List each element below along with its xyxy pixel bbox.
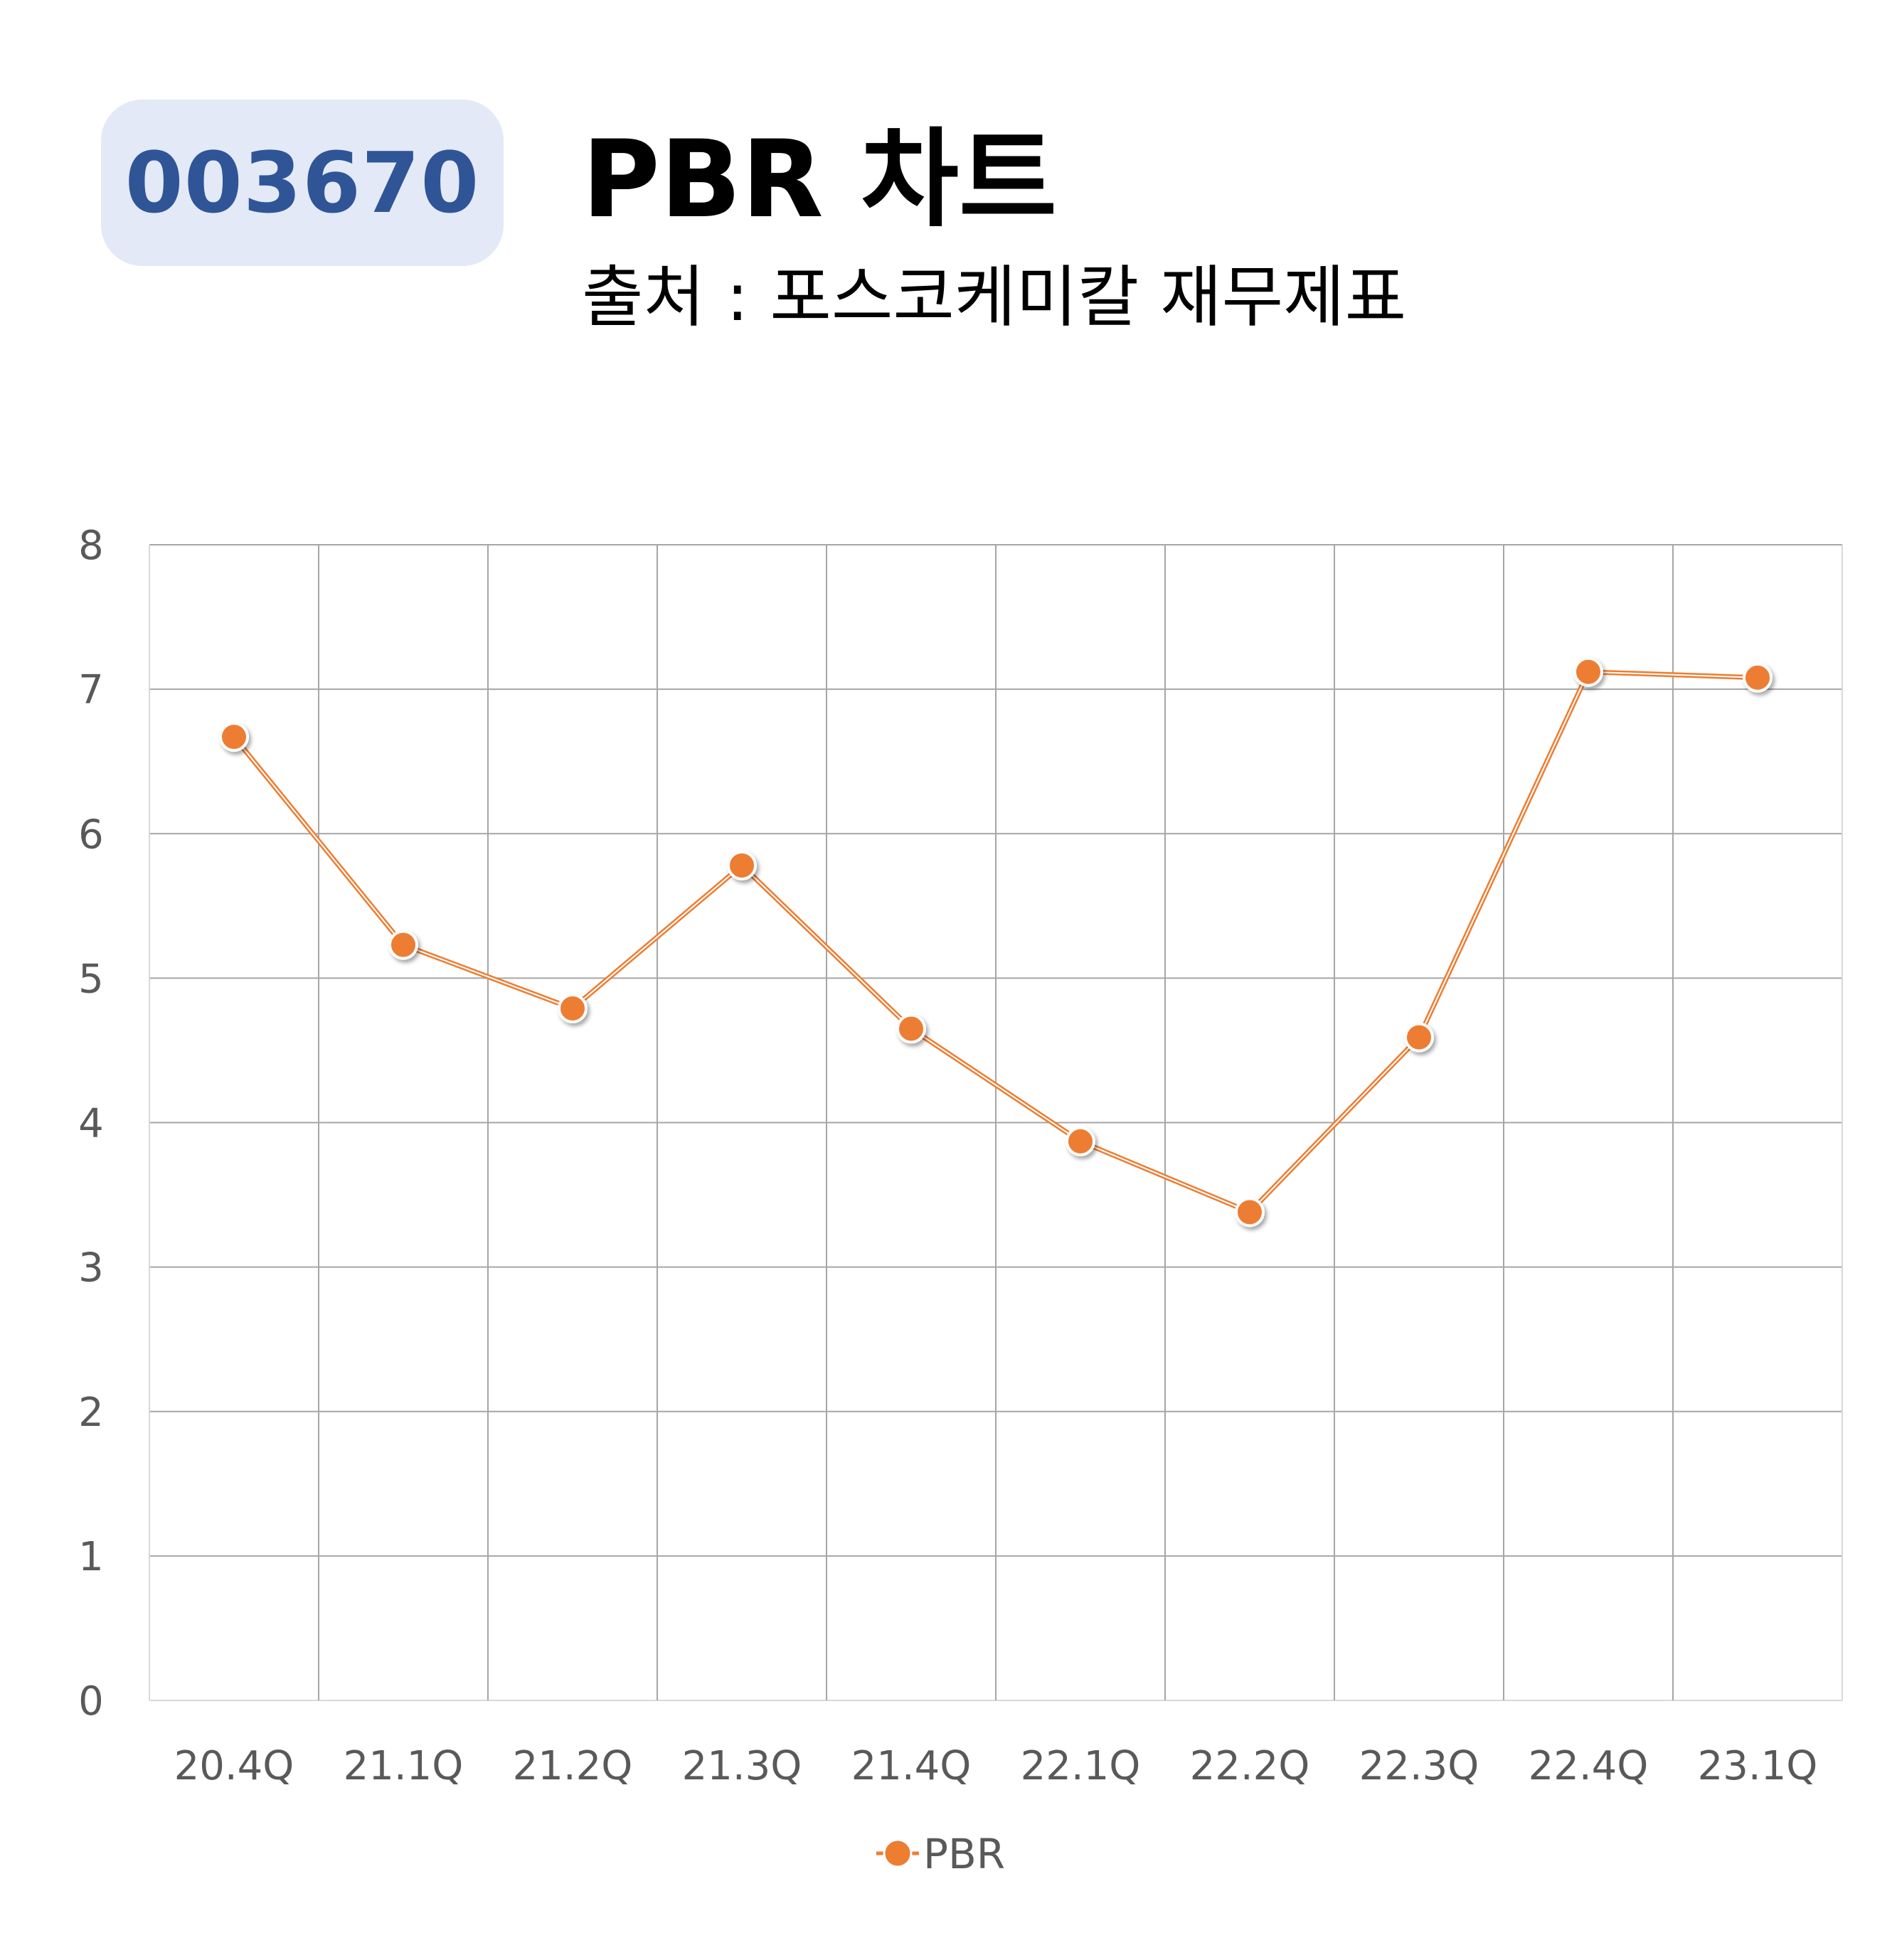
x-tick-label: 22.1Q [1021,1743,1141,1789]
chart-title: PBR 차트 [582,118,1057,242]
data-point [558,994,588,1024]
y-tick-label: 5 [78,956,104,1002]
y-tick-label: 7 [78,667,104,713]
chart-series [219,656,1773,1227]
x-tick-label: 20.4Q [174,1743,294,1789]
stock-code: 003670 [124,134,480,232]
y-tick-label: 3 [78,1245,104,1291]
y-tick-label: 0 [78,1678,104,1725]
x-tick-label: 22.3Q [1359,1743,1479,1789]
data-point [219,722,249,752]
series-line-inner [233,671,1758,1213]
x-tick-label: 23.1Q [1698,1743,1818,1789]
chart-grid [149,544,1843,1701]
x-tick-label: 21.2Q [513,1743,633,1789]
data-point [388,930,418,960]
y-tick-label: 8 [78,523,104,569]
x-tick-label: 22.2Q [1190,1743,1310,1789]
chart-legend: PBR [876,1830,1005,1878]
y-tick-label: 4 [78,1101,104,1147]
data-point [727,850,757,880]
data-point [1743,662,1773,693]
x-tick-label: 21.1Q [344,1743,464,1789]
data-point [1235,1197,1265,1227]
axis-labels: 0 1 2 3 4 5 6 7 8 20.4Q 21.1Q 21.2Q 21.3Q 21.4Q 22.1Q 2… [78,523,1817,1789]
y-tick-label: 6 [78,811,104,858]
legend-label: PBR [923,1830,1005,1878]
x-tick-label: 21.4Q [851,1743,972,1789]
legend-marker [883,1838,913,1868]
y-tick-label: 2 [78,1390,104,1436]
stock-code-badge: 003670 [101,100,504,266]
y-tick-label: 1 [78,1534,104,1580]
data-point [896,1013,926,1044]
data-point [1573,656,1603,687]
data-point [1404,1022,1434,1053]
x-tick-label: 21.3Q [682,1743,802,1789]
data-point [1066,1126,1095,1156]
chart-subtitle: 출처 : 포스코케미칼 재무제표 [582,259,1407,336]
x-tick-label: 22.4Q [1529,1743,1649,1789]
